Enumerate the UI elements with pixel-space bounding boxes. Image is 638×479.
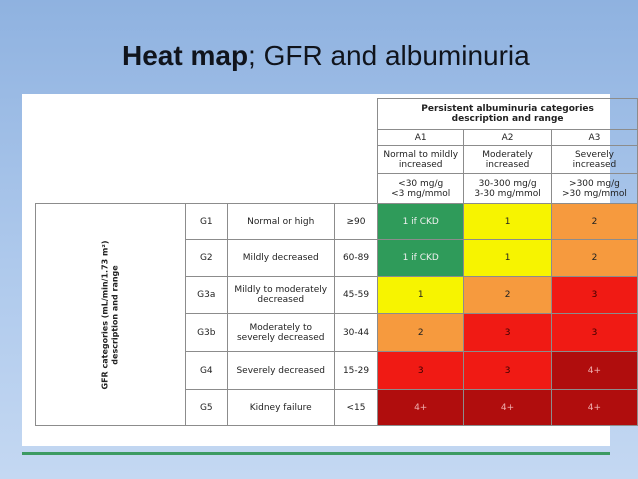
col-desc-a1-line2: increased	[398, 159, 443, 170]
heat-cell-g5-a3: 4+	[550, 389, 638, 426]
gfr-axis-label: GFR categories (mL/min/1.73 m²) descript…	[35, 203, 186, 426]
heat-cell-g3b-a1: 2	[377, 313, 465, 352]
row-desc-g2-line1: Mildly decreased	[242, 253, 319, 263]
heat-cell-g4-a3: 4+	[550, 351, 638, 390]
slide-title-rest: ; GFR and albuminuria	[248, 40, 530, 71]
row-code-g1: G1	[184, 203, 228, 240]
row-desc-g4-line1: Severely decreased	[236, 365, 325, 376]
row-desc-g3a-line1: Mildly to moderately	[234, 285, 328, 295]
col-range-a2-line2: 3-30 mg/mmol	[474, 188, 541, 199]
row-range-g5: <15	[333, 389, 379, 426]
col-range-a3-line2: >30 mg/mmol	[561, 188, 627, 199]
row-desc-g3a: Mildly to moderately decreased	[226, 276, 335, 314]
row-desc-g4: Severely decreased	[226, 351, 335, 390]
row-desc-g1-line1: Normal or high	[247, 216, 315, 227]
col-code-a2: A2	[463, 129, 552, 146]
row-range-g3b: 30-44	[333, 313, 379, 352]
heat-cell-g3a-a2: 2	[463, 276, 552, 314]
heat-cell-g1-a2: 1	[463, 203, 552, 240]
row-desc-g3a-line2: decreased	[257, 295, 305, 305]
empty-corner	[36, 99, 378, 204]
gfr-axis-label-line2: description and range	[110, 264, 120, 365]
col-range-a3-line1: >300 mg/g	[569, 178, 620, 189]
row-desc-g1: Normal or high	[226, 203, 335, 240]
table-row: G5 Kidney failure <15 4+ 4+ 4+	[36, 389, 638, 426]
row-desc-g3b: Moderately to severely decreased	[226, 313, 335, 352]
heat-cell-g3a-a3: 3	[550, 276, 638, 314]
col-desc-a3: Severely increased	[550, 145, 638, 174]
row-code-g2: G2	[184, 239, 228, 277]
row-range-g1: ≥90	[333, 203, 379, 240]
col-range-a3: >300 mg/g >30 mg/mmol	[550, 173, 638, 204]
row-desc-g2: Mildly decreased	[226, 239, 335, 277]
albuminuria-header-line2: description and range	[451, 114, 564, 124]
albuminuria-header-line1: Persistent albuminuria categories	[421, 104, 594, 114]
heat-cell-g5-a1: 4+	[377, 389, 465, 426]
col-code-a1: A1	[377, 129, 465, 146]
heat-cell-g4-a2: 3	[463, 351, 552, 390]
col-range-a2: 30-300 mg/g 3-30 mg/mmol	[463, 173, 552, 204]
table-row: GFR categories (mL/min/1.73 m²) descript…	[35, 203, 638, 426]
heat-cell-g5-a2: 4+	[463, 389, 552, 426]
col-code-a3: A3	[550, 129, 638, 146]
heat-cell-g2-a1: 1 if CKD	[377, 239, 465, 277]
col-range-a1: <30 mg/g <3 mg/mmol	[377, 173, 465, 204]
row-code-g5: G5	[184, 389, 228, 426]
col-range-a1-line1: <30 mg/g	[398, 178, 444, 189]
col-desc-a2-line2: increased	[485, 159, 530, 170]
row-desc-g5: Kidney failure	[226, 389, 335, 426]
table-row: G2 Mildly decreased 60-89 1 if CKD 1 2	[36, 239, 638, 277]
heat-cell-g1-a1: 1 if CKD	[377, 203, 465, 240]
col-desc-a1-line1: Normal to mildly	[383, 149, 459, 160]
col-range-a2-line1: 30-300 mg/g	[478, 178, 537, 189]
slide-divider	[22, 452, 610, 455]
heat-cell-g1-a3: 2	[550, 203, 638, 240]
row-code-g4: G4	[184, 351, 228, 390]
slide-title-bold: Heat map	[122, 40, 249, 71]
col-desc-a2: Moderately increased	[463, 145, 552, 174]
heat-cell-g2-a2: 1	[463, 239, 552, 277]
row-code-g3a: G3a	[184, 276, 228, 314]
gfr-axis-label-line1: GFR categories (mL/min/1.73 m²)	[100, 240, 110, 389]
albuminuria-header: Persistent albuminuria categories descri…	[377, 98, 638, 130]
col-desc-a3-line1: Severely	[574, 149, 614, 160]
table-row: G3a Mildly to moderately decreased 45-59 …	[36, 276, 638, 314]
row-desc-g3b-line2: severely decreased	[236, 332, 325, 343]
heat-cell-g2-a3: 2	[550, 239, 638, 277]
col-desc-a3-line2: increased	[572, 159, 617, 170]
row-desc-g5-line1: Kidney failure	[249, 402, 312, 413]
row-code-g3b: G3b	[184, 313, 228, 352]
row-range-g4: 15-29	[333, 351, 379, 390]
heat-map-table: Persistent albuminuria categories descri…	[35, 98, 638, 426]
table-row: G4 Severely decreased 15-29 3 3 4+	[36, 351, 638, 390]
heat-cell-g3b-a2: 3	[463, 313, 552, 352]
col-desc-a2-line1: Moderately	[482, 149, 533, 160]
row-desc-g3b-line1: Moderately to	[249, 322, 312, 333]
row-range-g2: 60-89	[333, 239, 379, 277]
heat-cell-g3a-a1: 1	[377, 276, 465, 314]
row-range-g3a: 45-59	[333, 276, 379, 314]
slide-title: Heat map; GFR and albuminuria	[122, 40, 530, 72]
heat-cell-g3b-a3: 3	[550, 313, 638, 352]
col-desc-a1: Normal to mildly increased	[377, 145, 465, 174]
heat-cell-g4-a1: 3	[377, 351, 465, 390]
col-range-a1-line2: <3 mg/mmol	[391, 188, 451, 199]
